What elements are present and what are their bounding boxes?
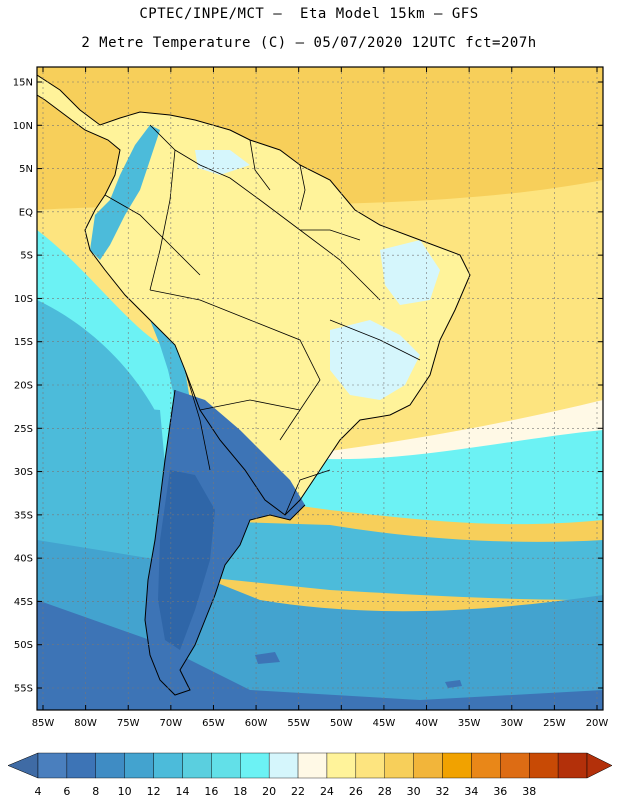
- lat-label: 5N: [19, 164, 33, 175]
- tick-marks: [37, 67, 603, 710]
- lon-label: 85W: [32, 718, 55, 729]
- colorbar-label: 16: [204, 785, 218, 798]
- colorbar-label: 36: [493, 785, 507, 798]
- graticule: [37, 67, 603, 710]
- colorbar-swatch: [268, 752, 299, 779]
- lon-label: 35W: [458, 718, 481, 729]
- colorbar-swatch: [529, 752, 559, 779]
- colorbar-label: 20: [262, 785, 276, 798]
- colorbar-label: 14: [175, 785, 189, 798]
- lat-label: 25S: [14, 424, 33, 435]
- colorbar-swatch: [182, 752, 212, 779]
- colorbar-label: 12: [147, 785, 161, 798]
- colorbar-swatch: [471, 752, 501, 779]
- colorbar-label: 6: [63, 785, 70, 798]
- lon-label: 30W: [500, 718, 523, 729]
- highland-cool-patch: [330, 320, 420, 400]
- longitude-labels: 85W 80W 75W 70W 65W 60W 55W 50W 45W 40W 35W 30W 25W 2…: [32, 718, 609, 729]
- latitude-labels: 15N 10N 5N EQ 5S 10S 15S 20S 25S 30S 35S 40S 45S 50S 5…: [13, 78, 33, 695]
- colorbar-swatch: [211, 752, 241, 779]
- lon-label: 70W: [160, 718, 183, 729]
- colorbar-label: 22: [291, 785, 305, 798]
- colorbar-label: 30: [407, 785, 421, 798]
- map-title-line-1: CPTEC/INPE/MCT – Eta Model 15km – GFS: [139, 6, 479, 22]
- lon-label: 45W: [373, 718, 396, 729]
- colorbar-swatch: [95, 752, 125, 779]
- lat-label: 15N: [13, 78, 33, 89]
- lon-label: 25W: [543, 718, 566, 729]
- colorbar-swatch: [240, 752, 270, 779]
- andes-cool-band: [90, 125, 190, 400]
- lon-label: 65W: [202, 718, 225, 729]
- lon-label: 40W: [415, 718, 438, 729]
- lon-label: 55W: [287, 718, 310, 729]
- map-frame: [36, 66, 604, 711]
- colorbar-label: 32: [436, 785, 450, 798]
- colorbar-swatch: [153, 752, 183, 779]
- lon-label: 60W: [245, 718, 268, 729]
- colorbar-label: 18: [233, 785, 247, 798]
- colorbar-swatch: [326, 752, 357, 779]
- lat-label: 30S: [14, 467, 33, 478]
- lat-label: 5S: [20, 251, 33, 262]
- lon-label: 75W: [117, 718, 140, 729]
- colorbar-label: 24: [320, 785, 334, 798]
- northeast-cool-patch: [380, 240, 440, 305]
- lat-label: 20S: [14, 381, 33, 392]
- colorbar-swatch: [384, 752, 414, 779]
- colorbar-label: 8: [92, 785, 99, 798]
- lon-label: 20W: [586, 718, 609, 729]
- ocean-teal-west: [37, 300, 160, 420]
- colorbar-label: 34: [464, 785, 478, 798]
- colorbar-swatch: [297, 752, 328, 779]
- lat-label: EQ: [19, 207, 33, 218]
- lat-label: 45S: [14, 597, 33, 608]
- lat-label: 35S: [14, 510, 33, 521]
- colorbar-label: 10: [118, 785, 132, 798]
- lat-label: 55S: [14, 684, 33, 695]
- colorbar-swatch: [37, 752, 68, 779]
- map-title-line-2: 2 Metre Temperature (C) – 05/07/2020 12U…: [81, 35, 537, 51]
- colorbar-labels: 4 6 8 10 12 14 16 18 20 22 24 26 28 30 32 34 36 38: [35, 785, 537, 798]
- lon-label: 80W: [74, 718, 97, 729]
- colorbar-left-arrow: [7, 752, 39, 779]
- colorbar-label: 38: [522, 785, 536, 798]
- colorbar-swatch: [355, 752, 385, 779]
- lat-label: 40S: [14, 554, 33, 565]
- lat-label: 50S: [14, 640, 33, 651]
- colorbar-label: 28: [378, 785, 392, 798]
- colorbar-label: 4: [35, 785, 42, 798]
- map-field: [37, 67, 603, 710]
- lon-label: 50W: [330, 718, 353, 729]
- south-georgia-island: [445, 680, 462, 688]
- south-america-land: [37, 75, 470, 515]
- lat-label: 10N: [13, 121, 33, 132]
- colorbar-swatch: [124, 752, 154, 779]
- colorbar-swatch: [66, 752, 96, 779]
- colorbar-swatch: [413, 752, 443, 779]
- colorbar-swatch: [442, 752, 472, 779]
- colorbar-label: 26: [349, 785, 363, 798]
- colorbar-right-arrow: [586, 752, 613, 779]
- lat-label: 10S: [14, 294, 33, 305]
- colorbar: [7, 752, 613, 779]
- falkland-islands: [255, 652, 280, 664]
- lat-label: 15S: [14, 337, 33, 348]
- colorbar-swatch: [500, 752, 530, 779]
- colorbar-swatch: [557, 752, 588, 779]
